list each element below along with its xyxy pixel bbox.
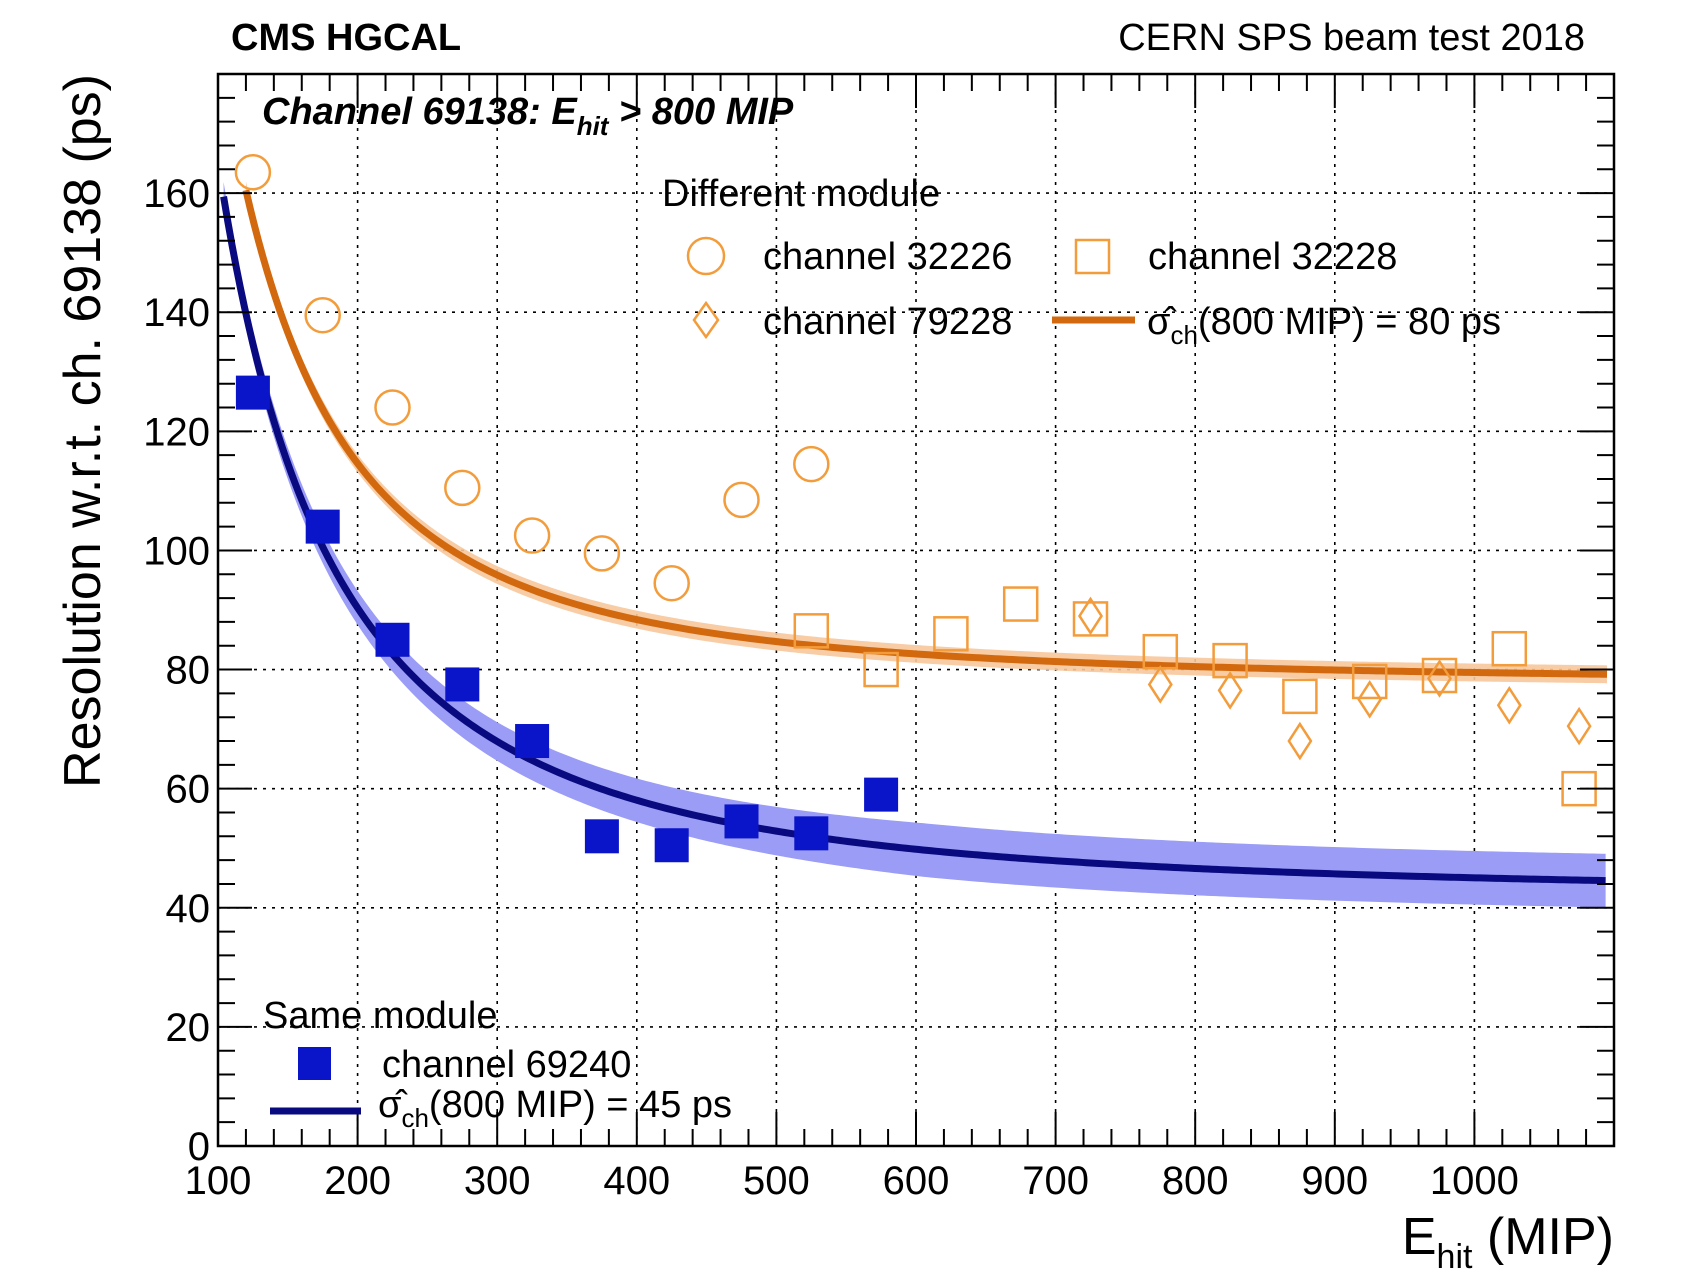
x-tick-label-400: 400 [603, 1159, 670, 1203]
legend-label-79228: channel 79228 [763, 301, 1012, 343]
x-axis-label-main: E [1402, 1208, 1437, 1266]
point-diamond-2-7 [1566, 706, 1592, 746]
annotation-prefix: Channel 69138: E [262, 91, 578, 133]
point-square-1-6 [1212, 642, 1248, 679]
x-axis-label-suffix: (MIP) [1472, 1208, 1614, 1266]
point-square-1-8 [1351, 663, 1388, 700]
x-axis-label: Ehit (MIP) [1402, 1208, 1614, 1270]
point-circle-0-1 [304, 296, 341, 334]
legend-same-module: Same module channel 69240 σ̂ch(800 MIP) … [263, 995, 732, 1133]
experiment-label: CMS HGCAL [231, 17, 461, 59]
y-tick-label-80: 80 [166, 649, 211, 693]
legend-square-marker [1074, 238, 1111, 275]
fit-curves [220, 189, 1608, 885]
annotation-sub: hit [577, 111, 610, 141]
legend-same-title: Same module [263, 995, 497, 1037]
point-filled-square-3-9 [864, 777, 899, 812]
orange-fit-value: (800 MIP) = 80 ps [1198, 301, 1501, 343]
legend-blue-fit-label: σ̂ch(800 MIP) = 45 ps [378, 1084, 732, 1133]
legend-circle-marker [686, 236, 726, 276]
point-filled-square-3-2 [375, 622, 410, 657]
point-diamond-2-3 [1287, 721, 1313, 761]
point-filled-square-3-7 [724, 804, 759, 839]
orange-fit-sub: ch [1170, 320, 1197, 350]
point-diamond-2-1 [1147, 665, 1173, 704]
point-diamond-2-5 [1427, 659, 1452, 698]
point-square-1-0 [793, 613, 830, 649]
point-diamond-2-6 [1496, 685, 1522, 725]
point-filled-square-3-1 [305, 509, 340, 544]
point-diamond-2-4 [1357, 680, 1383, 719]
point-square-1-2 [933, 616, 969, 652]
point-diamond-2-2 [1217, 671, 1243, 710]
point-circle-0-7 [723, 481, 760, 519]
point-circle-0-6 [653, 564, 690, 602]
y-tick-label-160: 160 [143, 172, 210, 216]
point-filled-square-3-0 [235, 375, 270, 410]
point-square-1-9 [1421, 657, 1458, 694]
point-diamond-2-0 [1078, 596, 1103, 636]
x-tick-label-500: 500 [743, 1159, 810, 1203]
annotation-suffix: > 800 MIP [608, 91, 793, 133]
y-tick-label-20: 20 [166, 1006, 211, 1050]
point-circle-0-8 [793, 445, 830, 483]
legend-label-32226: channel 32226 [763, 236, 1012, 278]
point-filled-square-3-8 [794, 816, 829, 851]
point-square-1-1 [863, 651, 899, 688]
x-tick-label-700: 700 [1022, 1159, 1089, 1203]
point-filled-square-3-5 [584, 819, 619, 854]
legend-different-module: Different module channel 32226 channel 3… [662, 173, 1501, 350]
axis-ticks: 100 200 300 400 500 600 700 800 900 1000 0 20 40 60 80… [143, 73, 1615, 1203]
fit-curve-0 [242, 189, 1608, 678]
y-axis-label: Resolution w.r.t. ch. 69138 (ps) [54, 74, 112, 788]
x-tick-label-800: 800 [1162, 1159, 1229, 1203]
x-tick-label-900: 900 [1301, 1159, 1368, 1203]
channel-annotation: Channel 69138: Ehit > 800 MIP [262, 91, 794, 141]
x-tick-label-200: 200 [324, 1159, 391, 1203]
y-tick-label-100: 100 [143, 529, 210, 573]
point-filled-square-3-6 [654, 828, 689, 863]
y-tick-label-60: 60 [166, 768, 211, 812]
point-circle-0-4 [513, 517, 551, 554]
blue-fit-sub: ch [401, 1103, 428, 1133]
x-tick-label-300: 300 [464, 1159, 531, 1203]
point-filled-square-3-3 [445, 667, 480, 702]
legend-label-32228: channel 32228 [1148, 236, 1397, 278]
point-circle-0-3 [444, 469, 481, 507]
point-circle-0-5 [583, 535, 621, 572]
legend-label-69240: channel 69240 [382, 1044, 631, 1086]
grid [218, 74, 1614, 1146]
legend-filled-square-marker [298, 1047, 331, 1080]
blue-fit-value: (800 MIP) = 45 ps [429, 1084, 732, 1126]
point-square-1-10 [1491, 630, 1528, 667]
y-tick-label-40: 40 [166, 887, 211, 931]
beam-test-label: CERN SPS beam test 2018 [1118, 17, 1585, 59]
point-square-1-7 [1282, 678, 1318, 715]
legend-orange-fit-label: σ̂ch(800 MIP) = 80 ps [1147, 301, 1501, 350]
x-tick-label-1000: 1000 [1430, 1159, 1519, 1203]
x-tick-label-100: 100 [185, 1159, 252, 1203]
point-square-1-4 [1072, 601, 1109, 637]
fit-curve-1 [220, 196, 1606, 885]
x-tick-label-600: 600 [883, 1159, 950, 1203]
x-axis-label-sub: hit [1437, 1238, 1473, 1270]
point-circle-0-0 [234, 154, 272, 191]
legend-diamond-marker [692, 300, 720, 340]
legend-different-title: Different module [662, 173, 940, 215]
data-points [234, 154, 1597, 863]
y-tick-label-120: 120 [143, 410, 210, 454]
point-filled-square-3-4 [515, 724, 550, 759]
y-tick-label-140: 140 [143, 291, 210, 335]
point-circle-0-2 [374, 389, 411, 426]
y-tick-label-0: 0 [188, 1125, 210, 1169]
point-square-1-3 [1002, 586, 1039, 622]
